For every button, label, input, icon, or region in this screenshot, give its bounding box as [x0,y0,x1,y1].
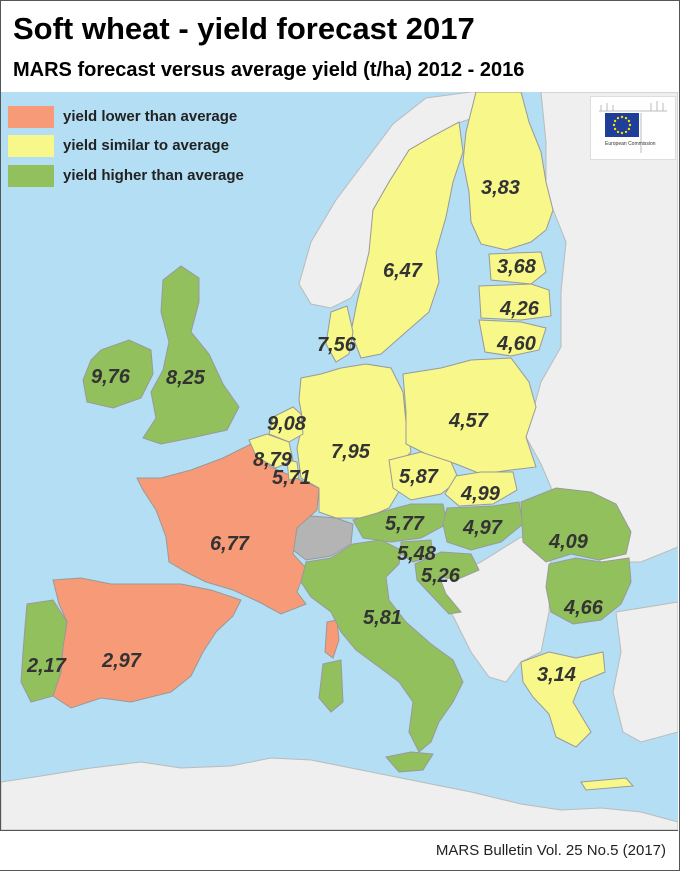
europe-map: 3,83 6,47 3,68 4,26 4,60 7,56 9,76 8,25 … [1,92,678,830]
eu-star [613,127,617,131]
sweden-value: 6,47 [383,260,423,282]
eu-flag-icon: European Commission [591,97,675,159]
map-subtitle: MARS forecast versus average yield (t/ha… [13,59,525,81]
latvia-region [478,283,552,321]
eu-star [613,119,617,123]
italy-region [300,539,464,753]
germany-value: 7,95 [331,441,371,463]
spain-region [52,577,242,709]
footer: MARS Bulletin Vol. 25 No.5 (2017) [0,830,678,870]
north-africa-region [1,757,678,830]
bulgaria-region [545,557,632,625]
greece-region [520,651,606,748]
ireland-region [82,339,154,409]
map-title: Soft wheat - yield forecast 2017 [13,11,475,46]
eu-star [624,130,628,134]
legend-label-lower: yield lower than average [63,108,238,125]
uk-region [142,265,240,445]
sicily-region [385,751,434,773]
legend-swatch-higher [8,165,54,187]
belgium-value: 8,79 [253,449,293,471]
latvia-value: 4,26 [499,298,540,320]
italy-value: 5,81 [363,607,402,629]
croatia-value: 5,26 [421,565,461,587]
ec-logo-text: European Commission [605,141,656,147]
czechia-value: 5,87 [399,466,439,488]
eu-star [627,119,631,123]
european-commission-logo: European Commission [590,96,676,160]
luxembourg-region [286,459,300,481]
norway-region [298,92,522,309]
legend-swatch-lower [8,106,54,128]
hungary-value: 4,97 [462,517,503,539]
legend-label-similar: yield similar to average [63,137,229,154]
bulgaria-value: 4,66 [563,597,604,619]
slovenia-value: 5,48 [397,543,437,565]
eu-star [612,123,616,127]
netherlands-region [268,406,304,443]
france-region [136,443,320,615]
romania-value: 4,09 [548,531,589,553]
romania-region [520,487,632,563]
eu-star [628,123,632,127]
denmark-value: 7,56 [317,334,357,356]
austria-value: 5,77 [385,513,425,535]
spain-value: 2,97 [101,650,142,672]
croatia-region [414,551,480,615]
eu-star [624,116,628,120]
legend-label-higher: yield higher than average [63,167,244,184]
luxembourg-value: 5,71 [272,467,311,489]
netherlands-value: 9,08 [267,413,307,435]
germany-region [296,363,412,519]
poland-value: 4,57 [448,410,489,432]
slovakia-value: 4,99 [460,483,501,505]
eu-star [616,116,620,120]
footer-source: MARS Bulletin Vol. 25 No.5 (2017) [435,842,666,859]
slovakia-region [444,471,518,507]
eu-star [620,115,624,119]
finland-value: 3,83 [481,177,520,199]
uk-value: 8,25 [166,367,206,389]
lithuania-region [478,319,547,357]
ireland-value: 9,76 [91,366,131,388]
map-canvas: 3,83 6,47 3,68 4,26 4,60 7,56 9,76 8,25 … [1,92,678,830]
finland-region [462,92,554,251]
estonia-region [488,251,547,285]
sardinia-region [318,659,344,713]
portugal-region [20,599,68,703]
corsica-region [324,619,340,659]
denmark-region [325,305,354,363]
belgium-region [248,433,294,469]
eu-star [620,131,624,135]
greece-value: 3,14 [537,664,576,686]
france-value: 6,77 [210,533,250,555]
eu-star [616,130,620,134]
lithuania-value: 4,60 [496,333,536,355]
legend-swatch-similar [8,135,54,157]
crete-region [580,777,635,791]
portugal-value: 2,17 [26,655,67,677]
poland-region [402,357,537,475]
estonia-value: 3,68 [497,256,537,278]
switzerland-region [290,515,354,561]
eu-star [627,127,631,131]
turkey-region [612,601,678,743]
hungary-region [442,501,524,551]
